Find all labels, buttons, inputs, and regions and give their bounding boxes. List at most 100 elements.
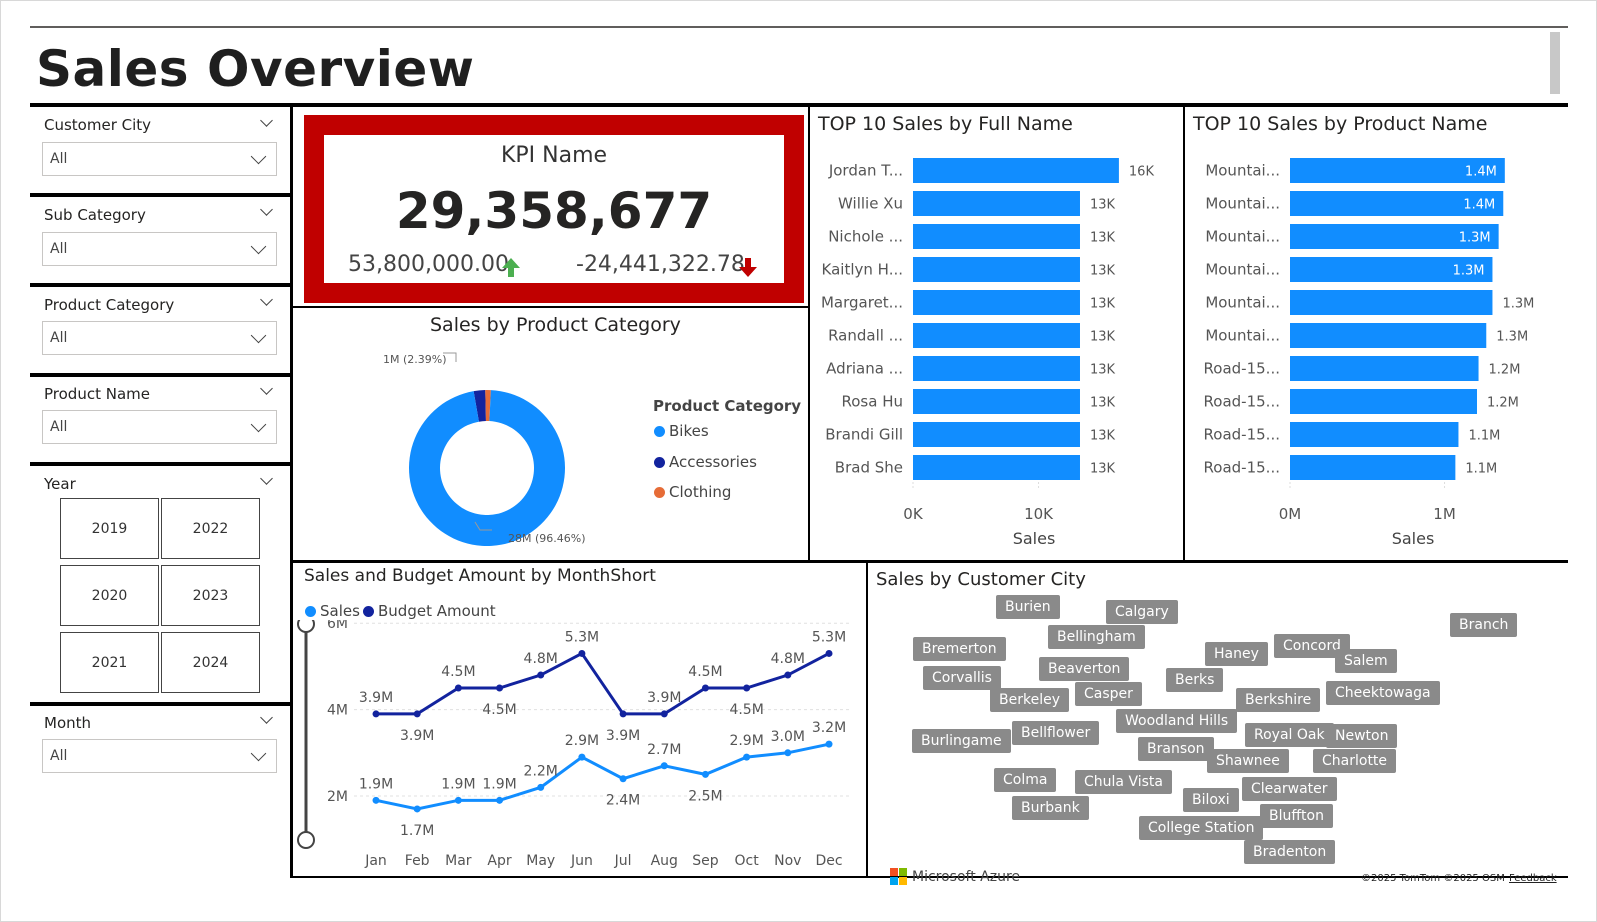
- bar[interactable]: [1290, 356, 1479, 381]
- bar[interactable]: [913, 455, 1080, 480]
- bar[interactable]: [913, 158, 1119, 183]
- budget-point[interactable]: [743, 684, 751, 692]
- budget-point[interactable]: [701, 684, 709, 692]
- sales-point[interactable]: [537, 783, 545, 791]
- map-city-tag[interactable]: Bremerton: [913, 637, 1006, 661]
- sales-line[interactable]: [375, 742, 830, 811]
- bar[interactable]: [1290, 257, 1493, 282]
- map-feedback-link[interactable]: Feedback: [1509, 873, 1557, 884]
- scrollbar-thumb[interactable]: [1550, 32, 1560, 94]
- sales-point[interactable]: [825, 740, 833, 748]
- budget-point[interactable]: [372, 710, 380, 718]
- budget-point[interactable]: [660, 710, 668, 718]
- sales-point[interactable]: [454, 796, 462, 804]
- map-city-tag[interactable]: College Station: [1139, 816, 1264, 840]
- map-city-tag[interactable]: Berkeley: [990, 688, 1069, 712]
- slicer-sub-category-dropdown[interactable]: All: [42, 232, 277, 266]
- map-city-tag[interactable]: Biloxi: [1183, 788, 1239, 812]
- bar[interactable]: [1290, 389, 1477, 414]
- year-tile-2023[interactable]: 2023: [161, 565, 260, 626]
- map-city-tag[interactable]: Casper: [1075, 682, 1142, 706]
- map-city-tag[interactable]: Clearwater: [1242, 777, 1337, 801]
- map-city-tag[interactable]: Charlotte: [1313, 749, 1397, 773]
- sales-point[interactable]: [496, 796, 504, 804]
- bar[interactable]: [1290, 224, 1499, 249]
- bar[interactable]: [1290, 290, 1493, 315]
- map-city-tag[interactable]: Berkshire: [1236, 688, 1321, 712]
- map-city-tag[interactable]: Chula Vista: [1075, 770, 1172, 794]
- map-city-tag[interactable]: Colma: [994, 768, 1057, 792]
- map-city-tag[interactable]: Cheektowaga: [1326, 681, 1440, 705]
- map-city-tag[interactable]: Beaverton: [1039, 657, 1130, 681]
- map-city-tag[interactable]: Bellingham: [1048, 625, 1145, 649]
- bar[interactable]: [1290, 455, 1456, 480]
- map-city-tag[interactable]: Royal Oak: [1245, 723, 1334, 747]
- sales-point[interactable]: [413, 805, 421, 813]
- donut-slice-clothing[interactable]: [485, 390, 491, 422]
- map-city-tag[interactable]: Burlingame: [912, 729, 1011, 753]
- map-city-tag[interactable]: Bellflower: [1012, 721, 1100, 745]
- map-canvas[interactable]: Burien Calgary Bellingham Bremerton Beaverto…: [868, 594, 1568, 876]
- map-city-tag[interactable]: Shawnee: [1207, 749, 1289, 773]
- map-city-tag[interactable]: Branch: [1450, 613, 1518, 637]
- map-city-tag[interactable]: Bradenton: [1244, 840, 1336, 864]
- top10-product-chart[interactable]: Mountai... 1.4M Mountai... 1.4M Mountai... 1.…: [1187, 150, 1567, 560]
- top10-fullname-chart[interactable]: Jordan T... 16K Willie Xu 13K Nichole ... 13K…: [812, 150, 1180, 560]
- sales-point[interactable]: [372, 796, 380, 804]
- year-tile-2024[interactable]: 2024: [161, 632, 260, 693]
- budget-point[interactable]: [496, 684, 504, 692]
- bar[interactable]: [1290, 191, 1504, 216]
- map-city-tag[interactable]: Concord: [1274, 634, 1350, 658]
- map-city-tag[interactable]: Branson: [1138, 737, 1214, 761]
- sales-point[interactable]: [619, 775, 627, 783]
- bar[interactable]: [913, 356, 1080, 381]
- sales-point[interactable]: [784, 749, 792, 757]
- year-tile-2022[interactable]: 2022: [161, 498, 260, 559]
- slicer-month-dropdown[interactable]: All: [42, 739, 277, 773]
- sales-point[interactable]: [660, 762, 668, 770]
- sales-point[interactable]: [578, 753, 586, 761]
- map-city-tag[interactable]: Calgary: [1106, 600, 1178, 624]
- bar[interactable]: [913, 389, 1080, 414]
- donut-slice-bikes[interactable]: [409, 390, 565, 546]
- range-slider-handle-top[interactable]: [297, 620, 315, 633]
- map-city-tag[interactable]: Woodland Hills: [1116, 709, 1238, 733]
- budget-point[interactable]: [578, 649, 586, 657]
- map-city-tag[interactable]: Salem: [1335, 649, 1397, 673]
- budget-point[interactable]: [619, 710, 627, 718]
- slicer-product-category-dropdown[interactable]: All: [42, 321, 277, 355]
- year-tile-2019[interactable]: 2019: [60, 498, 159, 559]
- budget-line[interactable]: [376, 651, 830, 716]
- budget-point[interactable]: [825, 649, 833, 657]
- bar[interactable]: [913, 191, 1080, 216]
- bar[interactable]: [1290, 158, 1505, 183]
- legend-item-bikes[interactable]: Bikes: [654, 422, 709, 440]
- donut-slice-accessories[interactable]: [473, 390, 486, 422]
- donut-chart[interactable]: [380, 350, 590, 550]
- bar[interactable]: [913, 290, 1080, 315]
- map-city-tag[interactable]: Haney: [1205, 642, 1268, 666]
- bar[interactable]: [1290, 422, 1459, 447]
- slicer-customer-city-dropdown[interactable]: All: [42, 142, 277, 176]
- bar[interactable]: [913, 422, 1080, 447]
- bar[interactable]: [913, 224, 1080, 249]
- budget-point[interactable]: [784, 671, 792, 679]
- budget-point[interactable]: [454, 684, 462, 692]
- bar[interactable]: [913, 257, 1080, 282]
- bar[interactable]: [913, 323, 1080, 348]
- map-city-tag[interactable]: Bluffton: [1260, 804, 1333, 828]
- line-chart[interactable]: 6M 4M 2M Jan Feb Mar Apr May Jun Jul Aug Sep Oct Nov D…: [294, 620, 864, 876]
- range-slider-handle-bottom[interactable]: [297, 831, 315, 849]
- sales-point[interactable]: [701, 770, 709, 778]
- legend-item-clothing[interactable]: Clothing: [654, 483, 731, 501]
- map-city-tag[interactable]: Burbank: [1012, 796, 1089, 820]
- sales-point[interactable]: [743, 753, 751, 761]
- legend-item-budget[interactable]: Budget Amount: [363, 602, 496, 620]
- map-city-tag[interactable]: Berks: [1166, 668, 1224, 692]
- map-city-tag[interactable]: Burien: [996, 595, 1060, 619]
- legend-item-sales[interactable]: Sales: [305, 602, 360, 620]
- budget-point[interactable]: [413, 710, 421, 718]
- legend-item-accessories[interactable]: Accessories: [654, 453, 757, 471]
- map-city-tag[interactable]: Newton: [1326, 724, 1398, 748]
- slicer-product-name-dropdown[interactable]: All: [42, 410, 277, 444]
